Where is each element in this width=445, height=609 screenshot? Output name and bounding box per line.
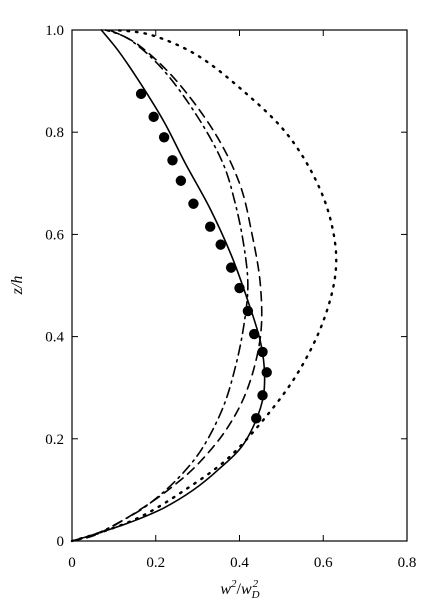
x-axis-label-base2: w [241, 581, 252, 598]
x-tick-label: 0.4 [230, 555, 249, 571]
series-line-dashdot [71, 29, 249, 542]
x-axis-label-sup: 2 [231, 578, 237, 590]
series-line-solid [71, 29, 266, 542]
x-tick-label: 0.8 [398, 555, 417, 571]
data-marker [225, 262, 237, 273]
data-marker [248, 328, 260, 340]
data-marker [167, 155, 178, 166]
data-marker [175, 175, 187, 186]
data-marker [135, 88, 147, 100]
x-axis-label-sep: / [237, 581, 242, 598]
x-axis-label-base: w [220, 581, 231, 598]
data-marker [234, 282, 245, 294]
y-tick-label: 1.0 [45, 23, 64, 39]
data-marker [257, 390, 268, 401]
data-marker [242, 305, 254, 317]
data-marker [261, 367, 272, 378]
x-axis-label-sub2: D [251, 589, 260, 601]
x-tick-label: 0.6 [314, 555, 333, 571]
marker-layer [135, 88, 272, 424]
data-marker [251, 413, 262, 424]
x-tick-label: 0 [68, 555, 76, 571]
data-marker [215, 239, 226, 250]
x-axis-label-sup2: 2 [253, 578, 259, 590]
series-line-dotted [70, 28, 338, 543]
tick-layer: 0 0.2 0.4 0.6 0.8 0 0.2 0.4 0.6 0.8 1.0 [45, 23, 416, 571]
data-marker [204, 221, 216, 232]
y-axis-label: z/h [9, 276, 26, 296]
y-tick-label: 0.8 [45, 125, 64, 141]
series-line-dashed [71, 29, 263, 542]
y-tick-label: 0.6 [45, 227, 64, 243]
data-marker [188, 198, 199, 209]
data-marker [257, 346, 268, 358]
y-tick-label: 0 [57, 534, 65, 550]
data-marker [158, 132, 170, 143]
y-tick-label: 0.4 [45, 330, 64, 346]
y-tick-label: 0.2 [45, 432, 64, 448]
data-marker [148, 111, 159, 123]
x-axis-label: w2/wD2 [220, 578, 259, 601]
x-tick-label: 0.2 [146, 555, 165, 571]
series-layer [70, 28, 338, 543]
